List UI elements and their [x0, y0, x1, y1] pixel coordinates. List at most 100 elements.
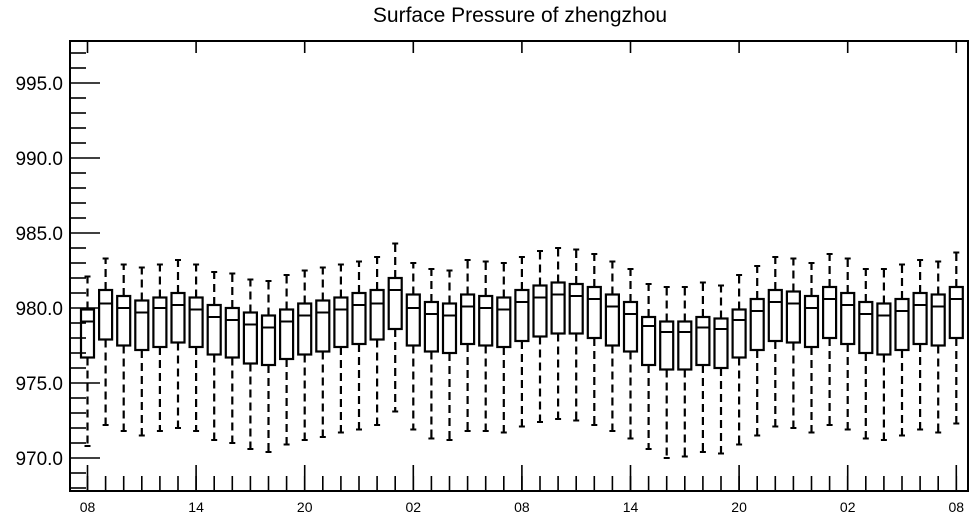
axes-layer: 970.0 975.0 980.0 985.0 990.0 995.0 08 14 20 02 08… — [15, 40, 969, 515]
box-iqr — [586, 285, 602, 340]
box-iqr — [622, 300, 639, 353]
chart-title: Surface Pressure of zhengzhou — [372, 4, 668, 27]
box-iqr — [930, 293, 946, 347]
box-45 — [894, 263, 910, 437]
box-19 — [423, 268, 439, 440]
box-7 — [206, 271, 222, 441]
box-12 — [297, 269, 313, 441]
box-iqr — [550, 281, 566, 335]
box-15 — [351, 260, 367, 431]
box-iqr — [423, 300, 439, 353]
box-iqr — [767, 288, 783, 343]
box-iqr — [333, 296, 349, 349]
y-tick-label: 970.0 — [15, 449, 63, 470]
y-tick-label: 990.0 — [15, 149, 63, 170]
box-30 — [622, 268, 639, 440]
box-iqr — [441, 302, 458, 355]
box-18 — [405, 262, 421, 431]
box-10 — [260, 280, 277, 453]
box-iqr — [496, 296, 512, 349]
box-iqr — [749, 297, 765, 352]
x-tick-label: 14 — [623, 499, 639, 515]
box-iqr — [514, 288, 530, 343]
y-tick-label: 995.0 — [15, 74, 63, 95]
box-35 — [713, 284, 729, 455]
box-iqr — [224, 306, 240, 359]
x-tick-label: 20 — [731, 499, 747, 515]
box-iqr — [840, 291, 856, 346]
box-iqr — [604, 293, 621, 347]
box-2 — [116, 263, 132, 432]
box-37 — [749, 265, 765, 437]
box-40 — [803, 262, 820, 434]
box-41 — [821, 253, 838, 426]
box-iqr — [297, 302, 313, 356]
box-47 — [930, 260, 946, 434]
box-iqr — [152, 296, 168, 349]
box-iqr — [460, 293, 476, 346]
box-8 — [224, 272, 240, 444]
box-5 — [170, 259, 186, 429]
box-48 — [948, 251, 964, 425]
box-24 — [514, 256, 530, 428]
box-1 — [97, 257, 114, 426]
box-iqr — [387, 276, 403, 331]
box-iqr — [134, 299, 150, 352]
box-iqr — [188, 296, 204, 349]
box-21 — [460, 259, 476, 432]
box-31 — [640, 283, 657, 450]
box-iqr — [478, 294, 494, 347]
box-13 — [315, 266, 331, 438]
box-iqr — [821, 285, 838, 340]
box-32 — [659, 286, 675, 459]
box-iqr — [713, 317, 729, 370]
plot-frame — [69, 40, 969, 492]
box-iqr — [803, 294, 820, 349]
box-0 — [79, 275, 96, 447]
box-44 — [876, 268, 892, 441]
box-46 — [912, 259, 928, 431]
x-tick-label: 20 — [297, 499, 313, 515]
box-25 — [532, 250, 548, 423]
box-iqr — [260, 314, 277, 367]
y-tick-label: 980.0 — [15, 299, 63, 320]
box-iqr — [640, 315, 657, 367]
y-tick-label: 985.0 — [15, 224, 63, 245]
box-38 — [767, 256, 783, 428]
box-22 — [478, 260, 494, 432]
box-iqr — [695, 315, 711, 367]
box-26 — [550, 247, 566, 420]
box-23 — [496, 262, 512, 434]
box-iqr — [876, 302, 892, 356]
box-iqr — [785, 290, 802, 344]
box-36 — [731, 274, 747, 446]
x-tick-label: 02 — [406, 499, 422, 515]
box-iqr — [912, 291, 928, 346]
box-4 — [152, 263, 168, 432]
box-28 — [586, 253, 602, 426]
x-tick-label: 14 — [188, 499, 204, 515]
box-39 — [785, 257, 802, 429]
box-iqr — [858, 300, 874, 355]
box-iqr — [206, 303, 222, 356]
x-tick-label: 08 — [80, 499, 96, 515]
box-iqr — [948, 285, 964, 340]
box-iqr — [79, 308, 96, 359]
box-16 — [369, 256, 385, 426]
box-iqr — [405, 293, 421, 347]
box-29 — [604, 260, 621, 432]
box-20 — [441, 269, 458, 441]
box-6 — [188, 263, 204, 432]
box-iqr — [116, 294, 132, 347]
box-iqr — [279, 308, 295, 361]
box-iqr — [731, 308, 747, 359]
x-tick-label: 08 — [514, 499, 530, 515]
y-tick-label: 975.0 — [15, 374, 63, 395]
box-iqr — [170, 291, 186, 344]
box-iqr — [97, 288, 114, 341]
box-iqr — [894, 297, 910, 352]
x-tick-label: 02 — [840, 499, 856, 515]
box-iqr — [532, 284, 548, 338]
